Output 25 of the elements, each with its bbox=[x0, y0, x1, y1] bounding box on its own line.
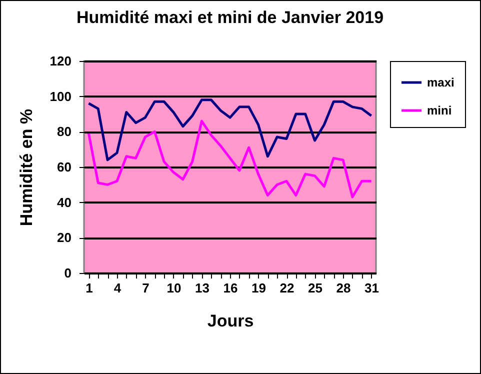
x-tick-label: 1 bbox=[86, 280, 93, 296]
line-series bbox=[87, 98, 373, 162]
y-tick-label: 0 bbox=[64, 266, 72, 280]
y-tick-label: 120 bbox=[50, 54, 72, 68]
x-tick-label: 19 bbox=[252, 280, 266, 296]
x-tick-label: 25 bbox=[308, 280, 323, 296]
x-tick-label: 4 bbox=[114, 280, 122, 296]
x-tick-label: 13 bbox=[195, 280, 210, 296]
legend-label: maxi bbox=[427, 76, 454, 90]
y-tick-label: 100 bbox=[50, 88, 72, 104]
line-series bbox=[87, 120, 373, 198]
x-tick-label: 28 bbox=[336, 280, 351, 296]
chart-title: Humidité maxi et mini de Janvier 2019 bbox=[76, 8, 384, 27]
y-axis-title: Humidité en % bbox=[16, 108, 36, 226]
y-tick-label: 40 bbox=[57, 194, 72, 210]
y-tick-label: 80 bbox=[57, 124, 72, 140]
x-tick-label: 10 bbox=[166, 280, 182, 296]
x-tick-label: 16 bbox=[223, 280, 238, 296]
y-tick-label: 20 bbox=[57, 230, 72, 246]
x-axis-title: Jours bbox=[207, 312, 254, 330]
y-tick-label: 60 bbox=[57, 160, 72, 174]
legend-label: mini bbox=[427, 104, 452, 118]
x-tick-label: 22 bbox=[280, 280, 294, 296]
x-tick-label: 31 bbox=[364, 280, 380, 296]
x-tick-label: 7 bbox=[142, 280, 150, 296]
